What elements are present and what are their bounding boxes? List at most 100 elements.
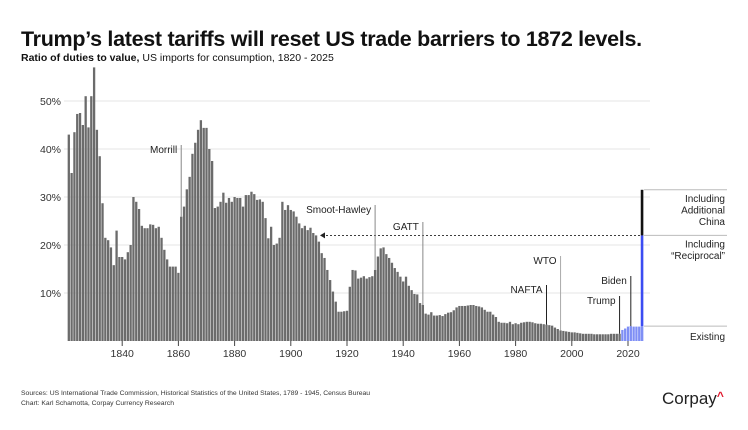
bar-1978 <box>508 321 512 341</box>
bar-1996 <box>559 330 562 341</box>
bar-1986 <box>531 322 534 341</box>
bar-1926 <box>362 276 366 341</box>
bar-1971 <box>489 311 492 341</box>
bar-1870 <box>205 127 208 341</box>
bar-1847 <box>140 225 144 341</box>
bar-1944 <box>413 293 416 341</box>
bar-1997 <box>562 330 565 341</box>
bar-1923 <box>354 270 357 341</box>
bar-1876 <box>222 192 225 341</box>
arrow-left-icon <box>320 232 325 239</box>
bar-1931 <box>376 256 380 341</box>
x-axis: 1840 1860 1880 1900 1920 1940 1960 1980 2000 2020 <box>111 341 640 360</box>
bar-1963 <box>466 305 469 341</box>
bar-1860 <box>177 272 180 341</box>
corpay-logo: Corpay^ <box>662 389 724 409</box>
bar-1910 <box>317 241 321 341</box>
bar-1823 <box>73 132 76 341</box>
bar-1858 <box>171 266 174 341</box>
bar-1856 <box>166 259 169 341</box>
bar-1846 <box>137 209 141 341</box>
bar-1859 <box>174 266 177 341</box>
bar-2006 <box>587 333 590 341</box>
bar-1838 <box>115 230 118 341</box>
bar-2011 <box>601 334 604 341</box>
bar-1977 <box>506 323 509 341</box>
bar-1966 <box>475 305 478 341</box>
bar-2000 <box>570 332 573 341</box>
bar-1930 <box>373 269 377 341</box>
label-including-additional-china: Additional <box>681 205 725 216</box>
annotation-gatt: GATT <box>393 222 419 233</box>
bar-1881 <box>236 197 239 341</box>
bar-1827 <box>84 96 87 341</box>
bar-2025-reciprocal <box>640 235 644 327</box>
bar-1900 <box>289 209 292 341</box>
bar-2022 <box>632 326 635 341</box>
bar-2003 <box>579 333 582 341</box>
bar-1843 <box>129 245 132 341</box>
bar-1885 <box>247 195 250 341</box>
bar-1893 <box>269 226 273 341</box>
x-tick-label: 1880 <box>223 348 247 360</box>
bar-1896 <box>278 237 281 341</box>
bar-1979 <box>511 324 514 341</box>
bar-1863 <box>185 189 188 341</box>
y-tick-label: 10% <box>40 288 61 300</box>
bar-1909 <box>314 235 318 341</box>
y-axis: 10% 20% 30% 40% 50% <box>40 96 61 300</box>
bar-2025-china <box>640 189 644 236</box>
bar-1897 <box>281 201 284 341</box>
bar-1836 <box>109 247 113 341</box>
bar-1868 <box>199 120 203 341</box>
bar-1852 <box>154 228 158 341</box>
bar-2007 <box>590 333 593 341</box>
bar-1828 <box>87 127 90 342</box>
bar-1922 <box>351 269 354 341</box>
bar-1849 <box>146 228 149 341</box>
bar-1911 <box>320 253 323 341</box>
sources-text: Sources: US International Trade Commissi… <box>21 390 371 397</box>
bar-1892 <box>267 238 270 341</box>
y-tick-label: 20% <box>40 240 61 252</box>
bar-1939 <box>399 276 402 341</box>
projection-2025: IncludingAdditionalChinaIncluding“Recipr… <box>640 189 727 343</box>
bar-1915 <box>331 291 335 341</box>
bar-1884 <box>244 195 247 341</box>
bar-2009 <box>595 334 599 341</box>
bar-1988 <box>536 323 540 341</box>
bar-1821 <box>67 134 70 341</box>
bar-1839 <box>118 257 121 341</box>
bar-1943 <box>410 290 413 341</box>
bar-1956 <box>447 312 450 341</box>
bar-1848 <box>143 228 146 341</box>
x-tick-label: 1980 <box>504 348 528 360</box>
bar-1899 <box>286 205 290 341</box>
bar-1946 <box>418 303 422 341</box>
bar-1959 <box>455 307 458 341</box>
bar-1853 <box>157 226 160 341</box>
bar-1957 <box>449 312 453 341</box>
chart-title: Trump’s latest tariffs will reset US tra… <box>21 27 642 51</box>
bar-2002 <box>576 332 579 341</box>
y-tick-label: 30% <box>40 192 61 204</box>
x-tick-label: 1940 <box>392 348 416 360</box>
x-tick-label: 2000 <box>560 348 584 360</box>
bar-1822 <box>70 173 73 341</box>
bar-1844 <box>132 197 135 341</box>
bar-1964 <box>469 305 472 341</box>
bar-1983 <box>522 322 526 341</box>
bar-2014 <box>609 333 613 341</box>
annotation-morrill: Morrill <box>150 145 177 156</box>
label-including-additional-china: China <box>699 217 726 228</box>
bar-1969 <box>483 309 486 341</box>
bar-1854 <box>160 237 163 341</box>
bar-1851 <box>151 224 155 341</box>
bar-1837 <box>112 265 115 341</box>
bar-1985 <box>528 321 531 341</box>
label-including-reciprocal: “Reciprocal” <box>671 251 725 262</box>
bar-1908 <box>312 233 315 341</box>
bar-1862 <box>182 206 186 341</box>
bar-1960 <box>458 305 461 341</box>
